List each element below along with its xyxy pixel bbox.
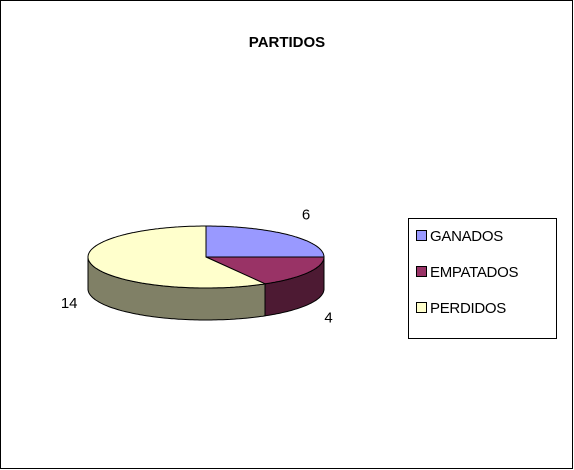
legend-swatch	[416, 230, 427, 241]
legend-swatch	[416, 302, 427, 313]
pie-slice	[205, 225, 325, 258]
pie-slice	[205, 256, 325, 285]
legend-label: GANADOS	[430, 228, 503, 245]
data-label: 6	[302, 206, 310, 223]
pie-slice	[87, 225, 267, 289]
data-label: 4	[324, 309, 332, 326]
legend-label: EMPATADOS	[430, 264, 518, 281]
data-label: 14	[61, 295, 78, 312]
chart-title: PARTIDOS	[249, 34, 325, 51]
legend-swatch	[416, 266, 427, 277]
legend-box	[408, 218, 557, 339]
legend-label: PERDIDOS	[430, 300, 506, 317]
